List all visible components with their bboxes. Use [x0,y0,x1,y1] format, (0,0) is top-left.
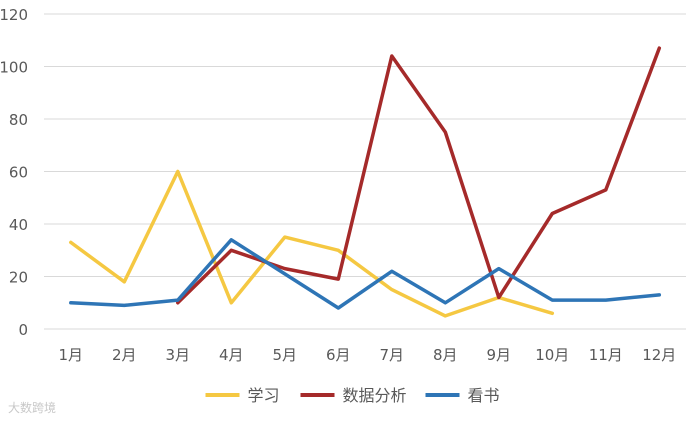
series-line-2 [176,46,662,305]
x-tick-label: 3月 [165,346,190,364]
x-tick-label: 9月 [486,346,511,364]
legend-label: 学习 [248,386,280,405]
y-tick-label: 0 [18,321,28,339]
x-tick-label: 11月 [589,346,623,364]
legend-label: 看书 [468,386,500,405]
y-tick-label: 100 [0,59,28,77]
y-tick-label: 40 [9,216,28,234]
x-tick-label: 6月 [326,346,351,364]
x-tick-label: 4月 [219,346,244,364]
x-tick-label: 8月 [433,346,458,364]
x-tick-label: 1月 [58,346,83,364]
series-line-3 [69,238,662,310]
x-tick-label: 5月 [272,346,297,364]
x-tick-label: 12月 [642,346,676,364]
x-tick-label: 7月 [379,346,404,364]
x-tick-label: 2月 [112,346,137,364]
y-tick-label: 80 [9,111,28,129]
x-tick-label: 10月 [535,346,569,364]
watermark-text: 大数跨境 [8,401,57,415]
y-tick-label: 60 [9,164,28,182]
y-tick-label: 20 [9,269,28,287]
series-line-1 [69,169,555,318]
y-tick-label: 120 [0,6,28,24]
legend-label: 数据分析 [343,386,407,405]
